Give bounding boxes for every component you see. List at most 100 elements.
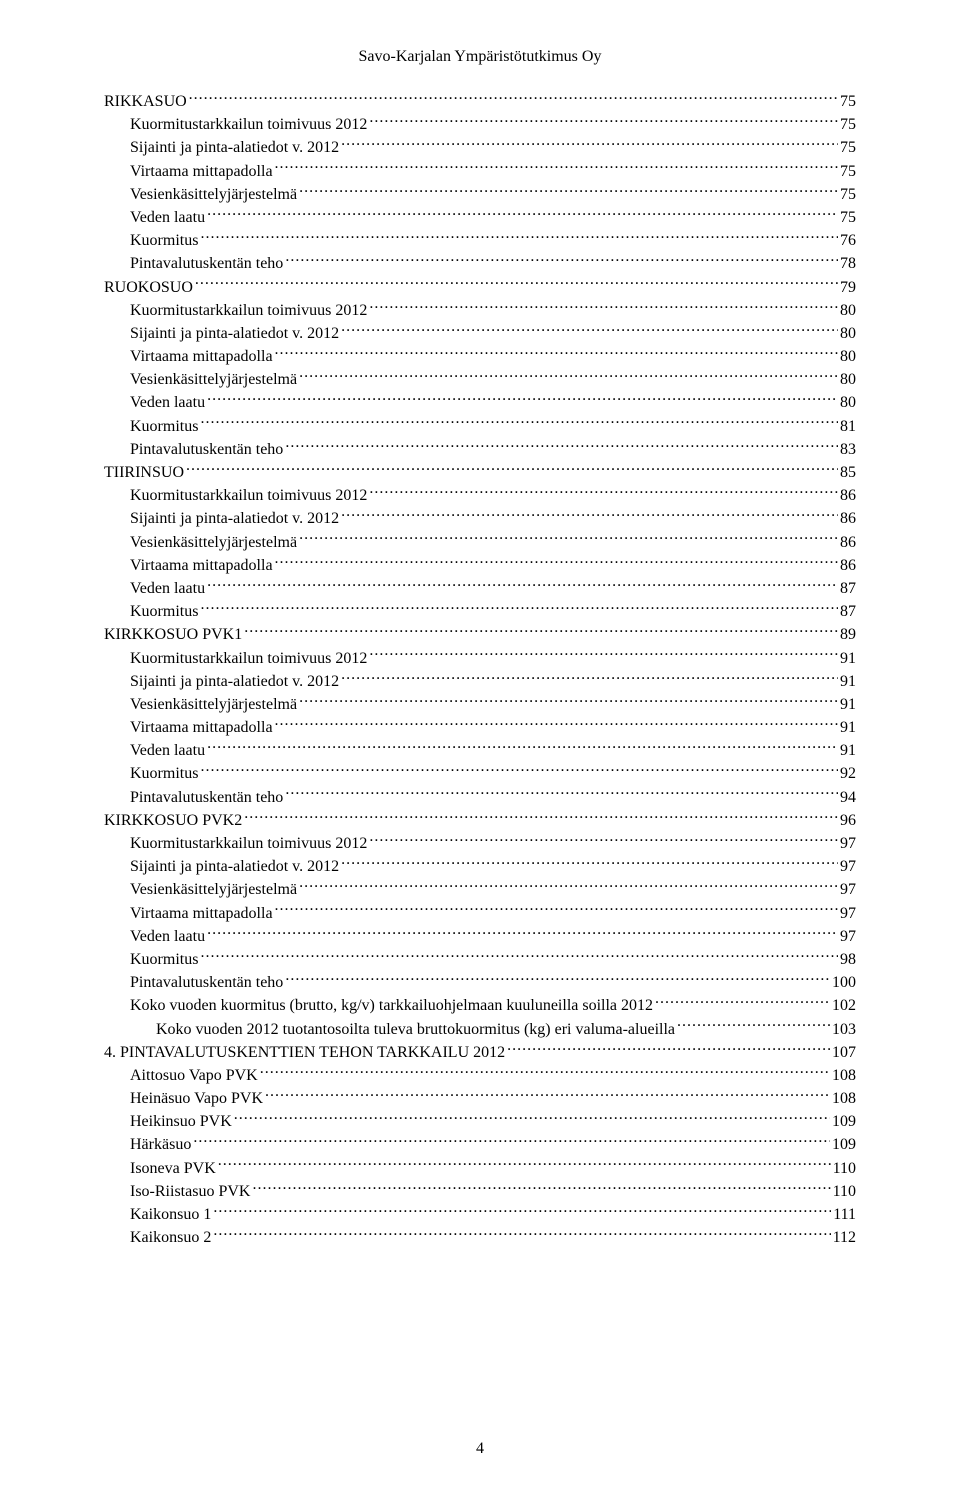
toc-leader-dots: [341, 855, 838, 871]
toc-leader-dots: [275, 554, 838, 570]
toc-leader-dots: [341, 136, 838, 152]
toc-entry-label: Veden laatu: [130, 391, 205, 414]
toc-entry-label: Iso-Riistasuo PVK: [130, 1180, 250, 1203]
toc-entry: KIRKKOSUO PVK1 89: [104, 623, 856, 646]
toc-entry-page: 109: [832, 1133, 856, 1156]
toc-leader-dots: [369, 832, 838, 848]
toc-entry-page: 87: [840, 600, 856, 623]
toc-leader-dots: [252, 1180, 830, 1196]
toc-entry: Pintavalutuskentän teho83: [104, 438, 856, 461]
toc-entry: Koko vuoden kuormitus (brutto, kg/v) tar…: [104, 994, 856, 1017]
toc-leader-dots: [341, 670, 838, 686]
toc-entry: Kuormitus76: [104, 229, 856, 252]
toc-entry-page: 91: [840, 716, 856, 739]
toc-entry-label: Isoneva PVK: [130, 1157, 216, 1180]
toc-entry-page: 75: [840, 183, 856, 206]
toc-entry-page: 86: [840, 531, 856, 554]
toc-entry: Sijainti ja pinta-alatiedot v. 201275: [104, 136, 856, 159]
toc-entry-page: 86: [840, 554, 856, 577]
toc-entry-label: Veden laatu: [130, 577, 205, 600]
toc-entry-label: Sijainti ja pinta-alatiedot v. 2012: [130, 507, 339, 530]
toc-entry: Heikinsuo PVK 109: [104, 1110, 856, 1133]
toc-entry: Koko vuoden 2012 tuotantosoilta tuleva b…: [104, 1018, 856, 1041]
toc-leader-dots: [299, 878, 838, 894]
toc-entry-label: Heikinsuo PVK: [130, 1110, 232, 1133]
toc-entry: Sijainti ja pinta-alatiedot v. 201286: [104, 507, 856, 530]
toc-leader-dots: [275, 345, 838, 361]
toc-leader-dots: [234, 1110, 830, 1126]
toc-leader-dots: [189, 90, 838, 106]
toc-entry-label: Veden laatu: [130, 206, 205, 229]
toc-leader-dots: [200, 762, 838, 778]
toc-entry: Veden laatu 80: [104, 391, 856, 414]
table-of-contents: RIKKASUO75Kuormitustarkkailun toimivuus …: [104, 90, 856, 1249]
toc-entry-label: Pintavalutuskentän teho: [130, 438, 283, 461]
toc-entry: Pintavalutuskentän teho94: [104, 786, 856, 809]
toc-entry-label: Koko vuoden kuormitus (brutto, kg/v) tar…: [130, 994, 653, 1017]
toc-entry-label: KIRKKOSUO PVK2: [104, 809, 242, 832]
toc-entry-page: 103: [832, 1018, 856, 1041]
toc-entry-page: 80: [840, 368, 856, 391]
page-number-value: 4: [476, 1440, 484, 1457]
toc-entry-label: Sijainti ja pinta-alatiedot v. 2012: [130, 670, 339, 693]
toc-entry-page: 80: [840, 391, 856, 414]
toc-entry: Kuormitus98: [104, 948, 856, 971]
toc-entry-page: 76: [840, 229, 856, 252]
toc-entry-label: KIRKKOSUO PVK1: [104, 623, 242, 646]
toc-entry-label: Sijainti ja pinta-alatiedot v. 2012: [130, 855, 339, 878]
toc-entry-page: 97: [840, 878, 856, 901]
toc-entry-page: 89: [840, 623, 856, 646]
toc-leader-dots: [275, 902, 838, 918]
toc-leader-dots: [244, 809, 838, 825]
toc-entry: Kuormitus 87: [104, 600, 856, 623]
toc-entry-page: 75: [840, 206, 856, 229]
toc-entry-page: 75: [840, 160, 856, 183]
toc-entry-page: 94: [840, 786, 856, 809]
toc-leader-dots: [299, 693, 838, 709]
toc-entry-label: Virtaama mittapadolla: [130, 160, 273, 183]
toc-entry-label: Vesienkäsittelyjärjestelmä: [130, 183, 297, 206]
toc-entry-label: Sijainti ja pinta-alatiedot v. 2012: [130, 322, 339, 345]
toc-entry-label: Kuormitus: [130, 762, 198, 785]
toc-entry-label: TIIRINSUO: [104, 461, 184, 484]
toc-leader-dots: [285, 438, 838, 454]
toc-entry-label: Härkäsuo: [130, 1133, 191, 1156]
toc-entry: Vesienkäsittelyjärjestelmä86: [104, 531, 856, 554]
toc-entry-label: Virtaama mittapadolla: [130, 554, 273, 577]
toc-leader-dots: [677, 1018, 830, 1034]
toc-leader-dots: [299, 368, 838, 384]
toc-leader-dots: [200, 229, 838, 245]
toc-entry-label: Virtaama mittapadolla: [130, 716, 273, 739]
toc-entry-label: Vesienkäsittelyjärjestelmä: [130, 693, 297, 716]
toc-entry-label: Virtaama mittapadolla: [130, 345, 273, 368]
toc-entry: Kuormitustarkkailun toimivuus 201286: [104, 484, 856, 507]
toc-entry: Virtaama mittapadolla80: [104, 345, 856, 368]
toc-entry-label: Aittosuo Vapo PVK: [130, 1064, 258, 1087]
toc-leader-dots: [369, 647, 838, 663]
toc-entry-page: 97: [840, 855, 856, 878]
toc-leader-dots: [213, 1203, 831, 1219]
toc-entry-label: 4. PINTAVALUTUSKENTTIEN TEHON TARKKAILU …: [104, 1041, 505, 1064]
toc-entry: Iso-Riistasuo PVK110: [104, 1180, 856, 1203]
document-page: Savo-Karjalan Ympäristötutkimus Oy RIKKA…: [0, 0, 960, 1512]
toc-entry-label: Pintavalutuskentän teho: [130, 971, 283, 994]
toc-entry: Sijainti ja pinta-alatiedot v. 2012 97: [104, 855, 856, 878]
toc-entry: KIRKKOSUO PVK296: [104, 809, 856, 832]
toc-entry-page: 87: [840, 577, 856, 600]
toc-entry-page: 80: [840, 299, 856, 322]
toc-leader-dots: [244, 623, 838, 639]
toc-entry: TIIRINSUO85: [104, 461, 856, 484]
toc-entry-label: Kuormitus: [130, 600, 198, 623]
toc-entry: Virtaama mittapadolla 91: [104, 716, 856, 739]
toc-entry-page: 109: [832, 1110, 856, 1133]
toc-entry-label: Kuormitustarkkailun toimivuus 2012: [130, 832, 367, 855]
toc-leader-dots: [207, 206, 838, 222]
toc-leader-dots: [207, 739, 838, 755]
toc-entry-label: Kuormitustarkkailun toimivuus 2012: [130, 113, 367, 136]
toc-leader-dots: [369, 299, 838, 315]
toc-entry: Veden laatu 75: [104, 206, 856, 229]
toc-entry-page: 80: [840, 322, 856, 345]
toc-entry-page: 111: [833, 1203, 856, 1226]
toc-leader-dots: [265, 1087, 830, 1103]
toc-leader-dots: [285, 971, 830, 987]
